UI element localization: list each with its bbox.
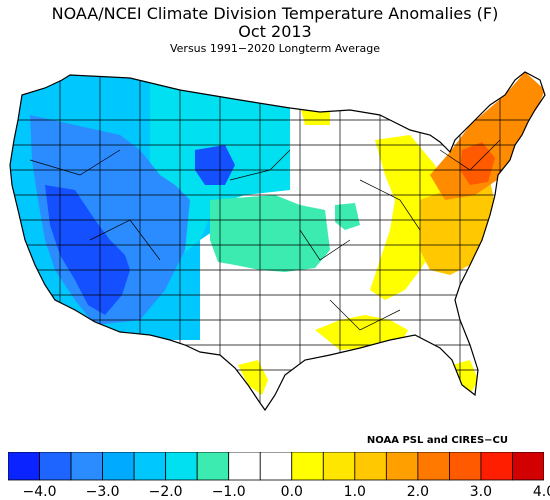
legend-color-box	[354, 452, 387, 481]
legend-color-box	[39, 452, 72, 481]
us-outline	[9, 71, 546, 412]
legend-color-box	[322, 452, 356, 481]
division-lines	[10, 72, 545, 410]
map-title: NOAA/NCEI Climate Division Temperature A…	[51, 4, 499, 23]
legend-color-box	[417, 452, 450, 481]
legend-tick-label: 4.0	[532, 484, 550, 500]
legend-color-box	[259, 452, 293, 481]
legend-color-box	[385, 452, 419, 481]
legend-color-box	[133, 452, 167, 481]
midwest-teal-region	[335, 203, 360, 230]
map-subtitle: Versus 1991−2020 Longterm Average	[169, 42, 380, 55]
color-scale-legend	[8, 452, 544, 481]
northeast-orange-region	[430, 72, 545, 200]
west-deep-region	[45, 185, 130, 315]
legend-color-box	[449, 452, 482, 481]
data-credit: NOAA PSL and CIRES−CU	[366, 435, 508, 446]
legend-tick-label: −4.0	[22, 484, 57, 500]
map-period: Oct 2013	[238, 22, 312, 41]
legend-color-box	[228, 452, 261, 481]
legend-color-box	[70, 452, 103, 481]
northern-yellow-region	[300, 105, 330, 125]
legend-color-box	[102, 452, 135, 481]
legend-tick-label: 2.0	[406, 484, 430, 500]
legend-tick-label: 1.0	[343, 484, 366, 500]
texas-coast-yellow-region	[238, 360, 268, 395]
legend-color-box	[8, 452, 40, 481]
legend-tick-label: −1.0	[211, 484, 246, 500]
us-temperature-anomaly-map	[9, 71, 546, 412]
legend-tick-label: −2.0	[148, 484, 183, 500]
legend-color-box	[165, 452, 198, 481]
legend-tick-label: 3.0	[469, 484, 493, 500]
legend-color-box	[480, 452, 513, 481]
florida-yellow-region	[452, 360, 478, 395]
legend-color-box	[512, 452, 544, 481]
legend-tick-label: −3.0	[85, 484, 120, 500]
core-red-region	[460, 142, 495, 185]
anomaly-regions	[10, 72, 545, 410]
legend-color-box	[291, 452, 324, 481]
legend-color-box	[196, 452, 230, 481]
east-yellow-region	[370, 135, 448, 300]
legend-tick-label: 0.0	[280, 484, 303, 500]
rockies-deep-region	[195, 145, 235, 185]
